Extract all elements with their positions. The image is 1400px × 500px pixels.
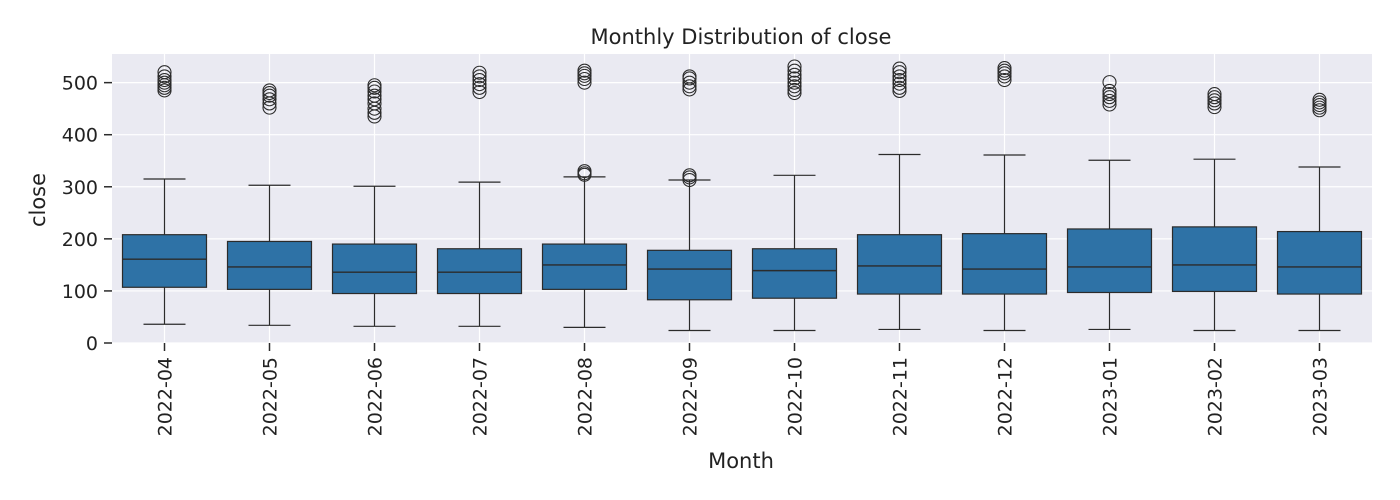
x-axis-title: Month [708,449,774,473]
chart-title: Monthly Distribution of close [591,25,892,49]
outlier-point [682,79,697,94]
plot-background [112,54,1372,343]
outlier-point [577,75,592,90]
outlier-point [892,80,907,95]
outlier-point [787,67,802,82]
outlier-point [367,78,382,93]
x-tick-label: 2022-04 [155,357,177,436]
outlier-point [682,75,697,90]
outlier-point [787,71,802,86]
outlier-point [997,72,1012,88]
outlier-point [577,164,592,179]
y-tick-label: 400 [62,125,98,147]
box-iqr [961,233,1048,295]
y-tick-label: 200 [62,229,98,251]
outlier-point [682,69,697,84]
x-tick-label: 2022-05 [260,357,282,436]
y-axis-title: close [26,173,50,227]
x-tick-label: 2022-11 [890,357,912,436]
x-tick-label: 2022-08 [575,357,597,436]
outlier-point [367,84,382,99]
outlier-point [787,79,802,94]
outlier-point [1207,87,1222,102]
outlier-point [262,100,277,115]
outlier-point [1102,75,1117,90]
outlier-point [1102,83,1117,99]
outlier-point [472,69,487,84]
outlier-point [367,92,382,107]
outlier-point [787,59,802,74]
outlier-point [787,75,802,90]
outlier-point [1207,93,1222,108]
outlier-point [997,69,1012,84]
y-tick-label: 500 [62,73,98,95]
outlier-point [472,77,487,92]
outlier-point [682,168,697,183]
x-tick-label: 2023-01 [1100,357,1122,436]
box-iqr [1066,228,1153,294]
box-iqr [436,248,523,295]
y-tick-label: 100 [62,281,98,303]
outlier-point [892,65,907,80]
outlier-point [1312,92,1327,107]
x-tick-label: 2023-02 [1205,357,1227,436]
outlier-point [262,92,277,107]
outlier-point [367,96,382,111]
x-tick-label: 2022-12 [995,357,1017,436]
x-tick-label: 2022-06 [365,357,387,436]
box-iqr [646,249,733,301]
x-tick-label: 2022-10 [785,357,807,436]
outlier-point [577,71,592,87]
outlier-point [1102,87,1117,102]
outlier-point [1102,93,1117,108]
outlier-point [367,88,382,103]
box-iqr [856,234,943,295]
outlier-point [787,63,802,78]
outlier-point [1207,90,1222,105]
outlier-point [472,80,487,95]
outlier-point [787,82,802,97]
outlier-point [157,72,172,88]
outlier-point [262,83,277,98]
x-tick-label: 2022-07 [470,357,492,436]
outlier-point [787,86,802,101]
outlier-point [157,65,172,80]
box-iqr [1171,226,1258,293]
box-iqr [226,240,313,290]
box-iqr [331,243,418,295]
box-iqr [541,243,628,290]
box-iqr [1276,230,1363,295]
outlier-point [892,61,907,76]
outlier-point [472,65,487,80]
outlier-point [577,63,592,78]
outlier-point [472,72,487,88]
box-iqr [751,248,838,299]
outlier-point [892,72,907,88]
y-tick-label: 300 [62,177,98,199]
outlier-point [472,84,487,100]
outlier-point [892,76,907,91]
outlier-point [892,83,907,99]
box-iqr [121,234,208,288]
outlier-point [997,61,1012,76]
y-tick-label: 0 [86,333,98,355]
outlier-point [157,69,172,84]
outlier-point [1102,90,1117,105]
x-tick-label: 2023-03 [1310,357,1332,436]
outlier-point [892,69,907,84]
outlier-point [1207,96,1222,111]
x-tick-label: 2022-09 [680,357,702,436]
